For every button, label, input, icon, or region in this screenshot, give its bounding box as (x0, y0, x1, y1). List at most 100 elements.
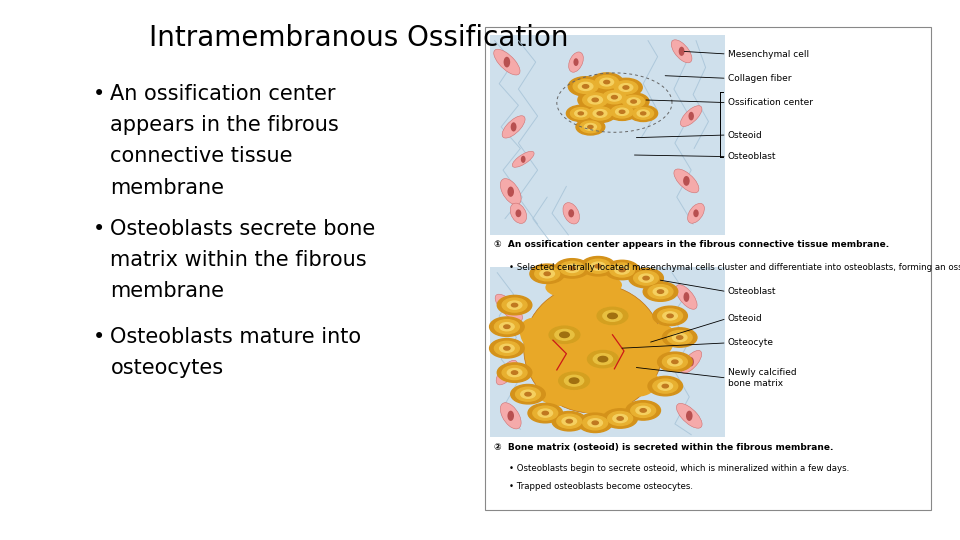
Circle shape (588, 350, 618, 368)
Text: appears in the fibrous: appears in the fibrous (110, 115, 339, 135)
Ellipse shape (510, 203, 527, 224)
Circle shape (610, 263, 635, 277)
Text: Mesenchymal cell: Mesenchymal cell (728, 50, 809, 58)
Circle shape (623, 86, 629, 89)
Circle shape (658, 382, 673, 390)
Circle shape (502, 298, 527, 312)
Ellipse shape (504, 57, 510, 68)
Circle shape (608, 93, 621, 101)
Circle shape (643, 276, 649, 280)
Ellipse shape (513, 151, 534, 167)
Circle shape (612, 414, 628, 423)
Circle shape (608, 411, 633, 426)
Circle shape (566, 420, 572, 423)
Ellipse shape (577, 396, 638, 417)
Circle shape (586, 259, 611, 273)
Circle shape (612, 96, 617, 99)
Circle shape (511, 384, 545, 404)
Circle shape (611, 105, 634, 118)
Circle shape (662, 328, 697, 347)
Circle shape (662, 384, 668, 388)
Text: An ossification center: An ossification center (110, 84, 336, 104)
Circle shape (499, 322, 515, 331)
Circle shape (648, 285, 673, 299)
Circle shape (672, 360, 678, 363)
Circle shape (662, 355, 687, 369)
Text: Collagen fiber: Collagen fiber (728, 74, 791, 83)
Circle shape (578, 90, 612, 110)
Ellipse shape (500, 403, 521, 429)
Circle shape (607, 103, 637, 120)
Ellipse shape (568, 209, 574, 218)
Circle shape (653, 287, 668, 296)
Ellipse shape (688, 112, 694, 120)
Circle shape (608, 313, 617, 319)
Circle shape (555, 329, 574, 340)
Ellipse shape (516, 210, 521, 217)
Text: •: • (93, 327, 106, 347)
Circle shape (615, 108, 629, 116)
Circle shape (578, 413, 612, 433)
Circle shape (559, 372, 589, 389)
Ellipse shape (676, 285, 697, 309)
Circle shape (667, 357, 683, 366)
Circle shape (603, 409, 637, 428)
Circle shape (598, 356, 608, 362)
Ellipse shape (495, 294, 522, 321)
Circle shape (564, 375, 584, 386)
Circle shape (583, 93, 608, 107)
Circle shape (622, 95, 645, 108)
Ellipse shape (508, 187, 514, 197)
Ellipse shape (568, 52, 584, 72)
Circle shape (643, 282, 678, 301)
Circle shape (653, 306, 687, 326)
Circle shape (568, 77, 603, 96)
Circle shape (593, 354, 612, 364)
Circle shape (494, 320, 519, 334)
Text: Intramembranous Ossification: Intramembranous Ossification (149, 24, 568, 52)
Circle shape (592, 421, 598, 424)
Circle shape (667, 330, 692, 345)
Circle shape (603, 310, 622, 321)
Circle shape (588, 125, 593, 129)
Text: Osteoid: Osteoid (728, 131, 762, 139)
Text: • Trapped osteoblasts become osteocytes.: • Trapped osteoblasts become osteocytes. (509, 482, 693, 491)
Circle shape (619, 84, 633, 91)
Circle shape (504, 325, 510, 328)
Circle shape (638, 274, 654, 282)
Circle shape (595, 76, 618, 89)
Circle shape (569, 378, 579, 383)
Circle shape (544, 272, 550, 275)
Circle shape (590, 73, 623, 91)
Circle shape (658, 352, 692, 372)
Circle shape (604, 80, 610, 84)
FancyBboxPatch shape (485, 27, 931, 510)
Circle shape (538, 409, 553, 417)
Circle shape (597, 307, 628, 325)
Circle shape (490, 317, 524, 336)
Circle shape (525, 393, 531, 396)
Circle shape (490, 339, 524, 358)
Circle shape (640, 112, 646, 115)
Circle shape (653, 379, 678, 393)
Circle shape (619, 268, 625, 272)
Text: Osteoblast: Osteoblast (728, 287, 777, 296)
Circle shape (667, 314, 673, 318)
Text: •: • (93, 219, 106, 239)
Text: Osteoid: Osteoid (728, 314, 762, 323)
Circle shape (636, 406, 651, 415)
Ellipse shape (677, 403, 702, 428)
Text: connective tissue: connective tissue (110, 146, 293, 166)
Text: Osteoblast: Osteoblast (728, 152, 777, 161)
Ellipse shape (687, 204, 705, 223)
Text: Osteoblasts secrete bone: Osteoblasts secrete bone (110, 219, 375, 239)
Circle shape (677, 336, 683, 339)
Circle shape (573, 79, 598, 93)
Circle shape (540, 269, 555, 278)
Ellipse shape (524, 284, 662, 413)
Ellipse shape (504, 368, 510, 377)
Circle shape (512, 303, 517, 307)
Ellipse shape (496, 360, 517, 385)
Circle shape (603, 91, 626, 104)
FancyBboxPatch shape (490, 267, 725, 437)
